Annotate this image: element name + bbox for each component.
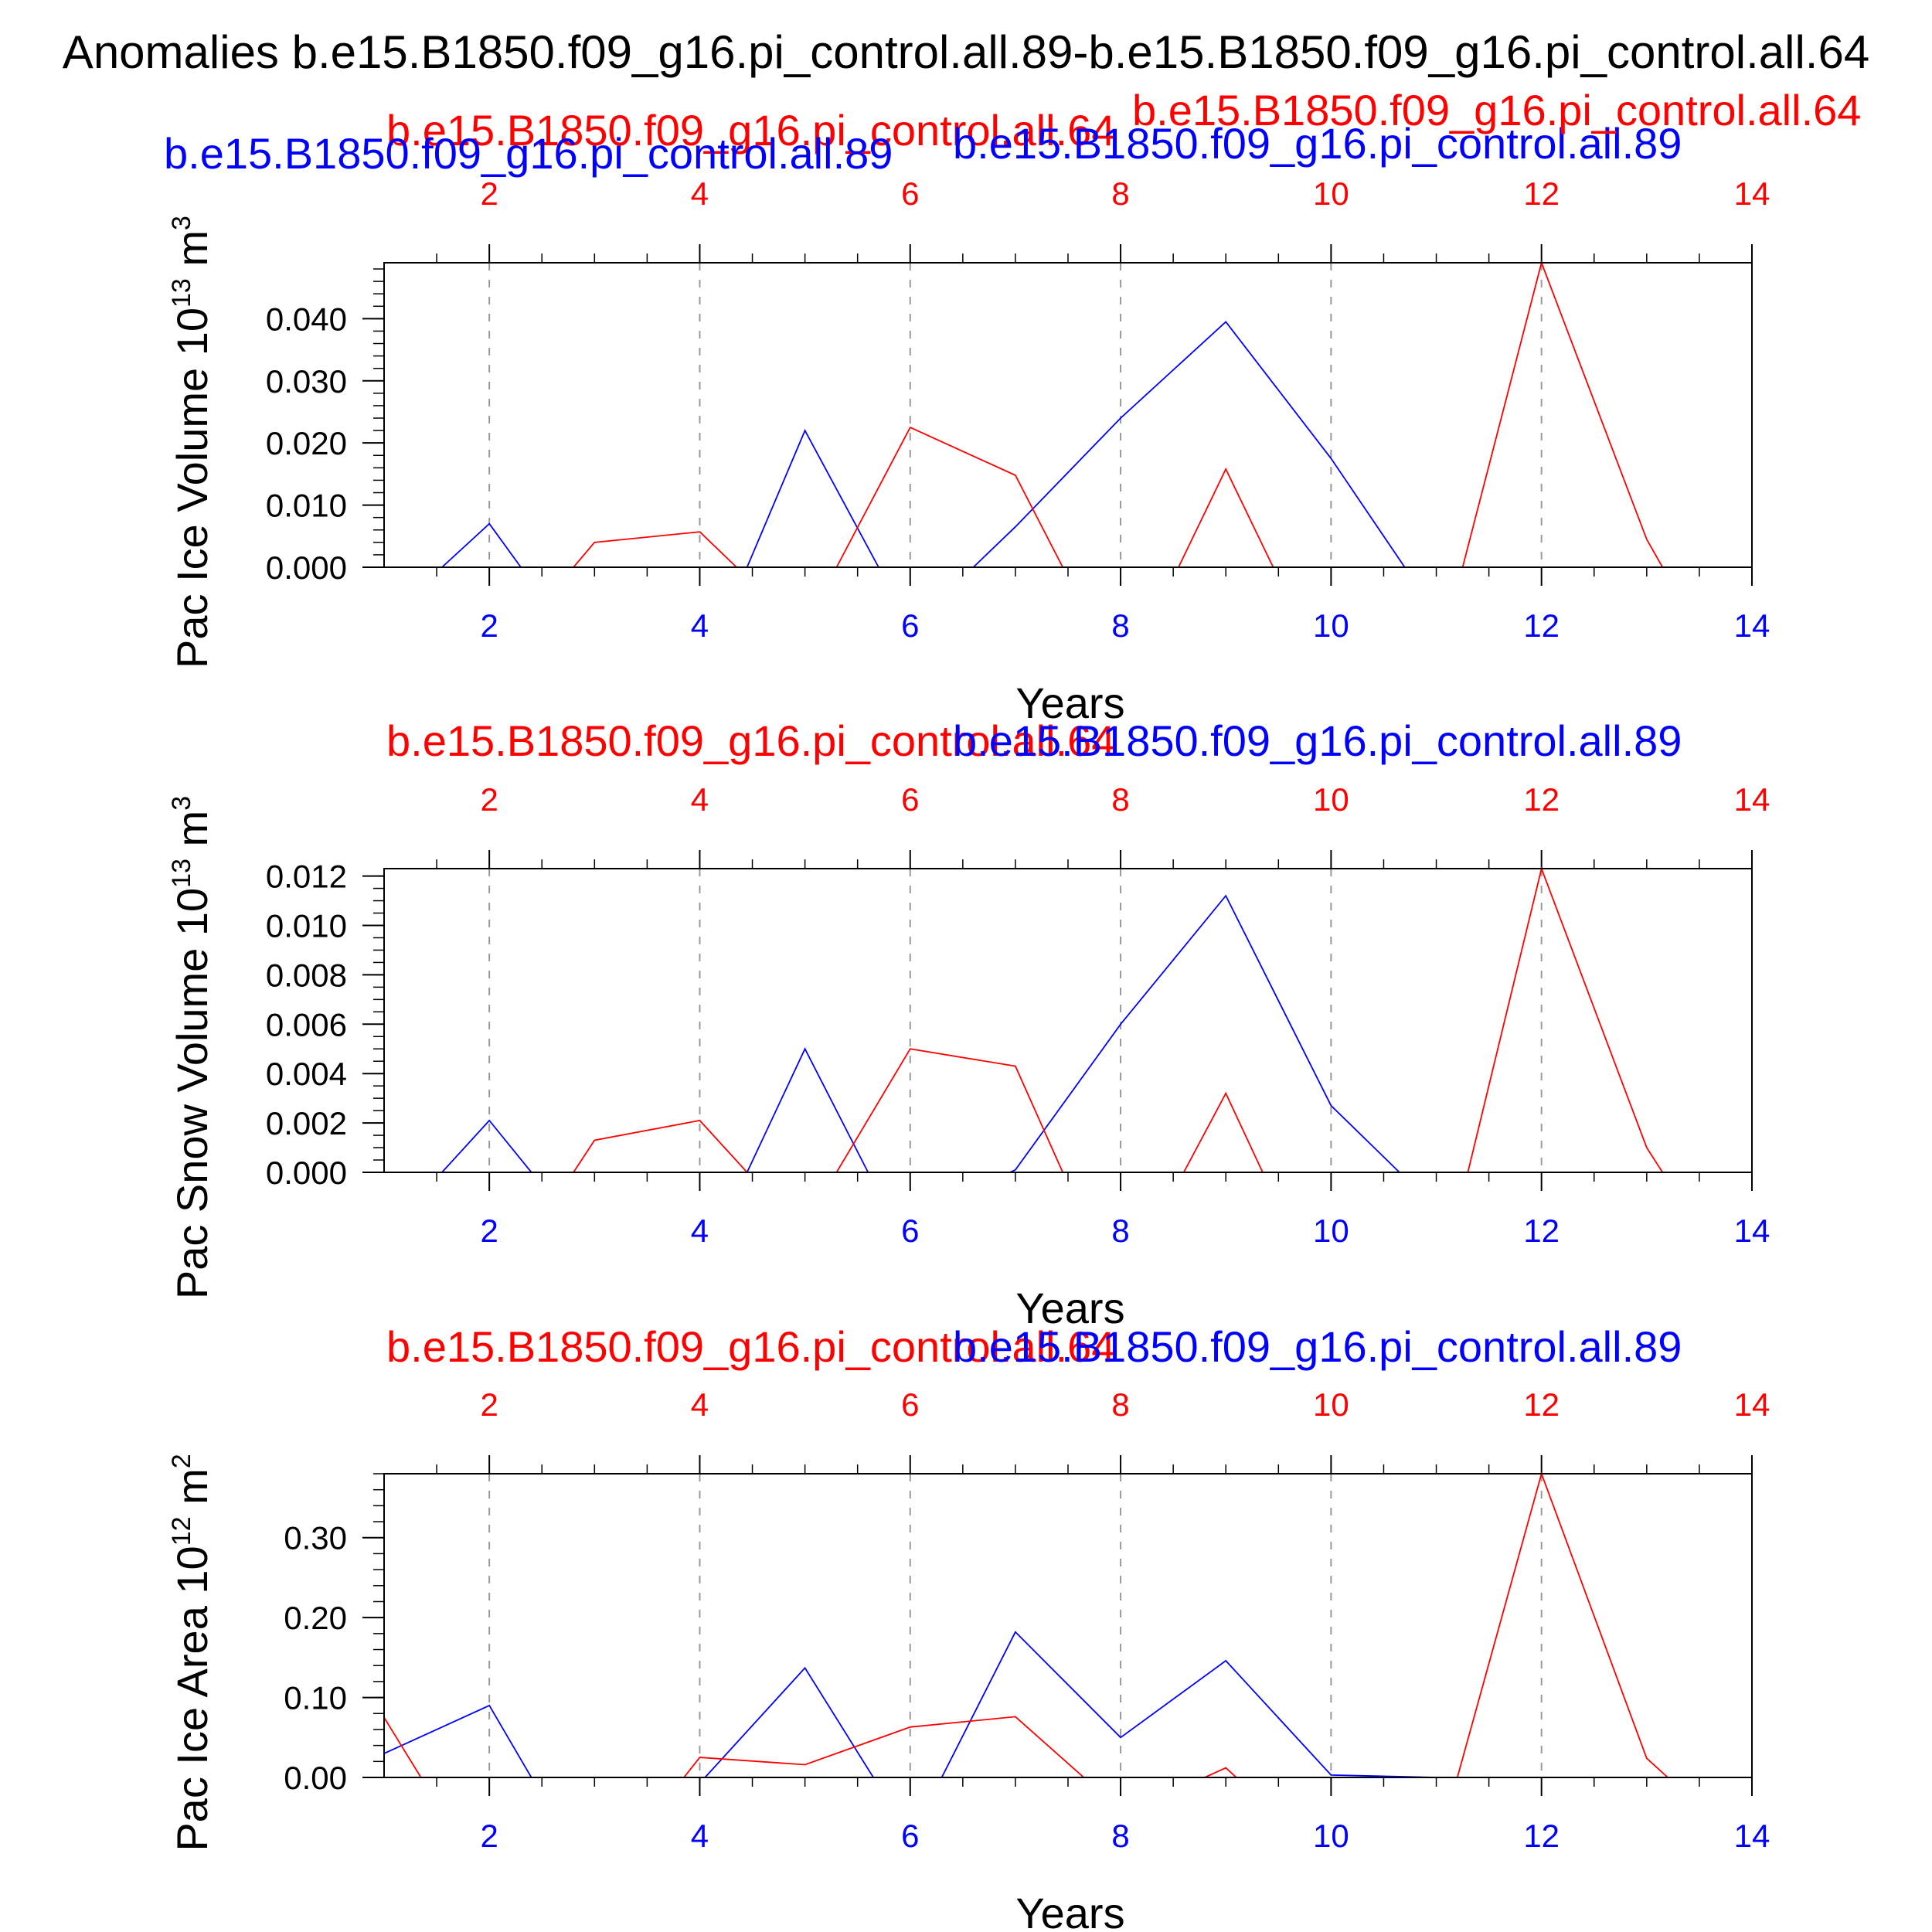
x-axis-label: Years [1015, 1889, 1124, 1932]
y-tick-label: 0.006 [266, 1006, 347, 1043]
x-tick-label-top: 10 [1313, 175, 1349, 212]
chart-panel-2: 0.000 0.002 0.004 0.006 0.008 0.010 0.012 2 2 4 4 6… [167, 716, 1770, 1332]
y-axis-label: Pac Snow Volume 1013 m3 [167, 796, 216, 1299]
plot-frame [383, 262, 1753, 568]
chart-panel-1: 0.000 0.010 0.020 0.030 0.040 2 2 4 4 6 6 8 8 10 10 12 1… [164, 86, 1861, 727]
series-line-1 [383, 1631, 1752, 1778]
x-tick-label-top: 4 [691, 175, 709, 212]
x-tick-label-bottom: 12 [1523, 1213, 1560, 1249]
y-axis-label-unit-exponent: 2 [167, 1454, 196, 1468]
case-label: b.e15.B1850.f09_g16.pi_control.all.89 [953, 716, 1682, 765]
y-axis-label-text: Pac Ice Area 10 [168, 1546, 216, 1851]
x-tick-label-bottom: 12 [1523, 1818, 1560, 1854]
x-axis-label: Years [1015, 679, 1124, 727]
y-axis-label-unit-exponent: 3 [167, 796, 196, 811]
figure-title: Anomalies b.e15.B1850.f09_g16.pi_control… [63, 26, 1869, 78]
chart-panel-3: 0.00 0.10 0.20 0.30 2 2 4 4 6 6 8 8 10 10 12 12 14 14 Year… [167, 1322, 1770, 1932]
case-label: b.e15.B1850.f09_g16.pi_control.all.64 [386, 106, 1115, 155]
x-tick-label-bottom: 14 [1734, 1213, 1770, 1249]
y-axis-label-unit: m [168, 230, 216, 278]
panels: 0.000 0.010 0.020 0.030 0.040 2 2 4 4 6 6 8 8 10 10 12 1… [164, 86, 1861, 1932]
series-line-2 [384, 866, 1752, 1173]
y-tick-label: 0.000 [266, 549, 347, 586]
case-label: b.e15.B1850.f09_g16.pi_control.all.64 [386, 1322, 1115, 1371]
y-tick-label: 0.012 [266, 859, 347, 895]
y-axis-label-exponent: 13 [167, 859, 196, 888]
series-line-1 [384, 894, 1752, 1173]
x-tick-label-bottom: 8 [1111, 1818, 1129, 1854]
y-axis-label-exponent: 13 [167, 278, 196, 308]
x-tick-label-bottom: 10 [1313, 1818, 1349, 1854]
y-tick-label: 0.010 [266, 907, 347, 944]
series-line-2 [384, 260, 1752, 568]
y-tick-label: 0.002 [266, 1105, 347, 1141]
plot-frame [383, 868, 1753, 1173]
x-tick-label-bottom: 14 [1734, 607, 1770, 644]
y-axis-label: Pac Ice Volume 1013 m3 [167, 216, 216, 668]
x-tick-label-top: 8 [1111, 1386, 1129, 1423]
y-axis-label-unit: m [168, 811, 216, 859]
case-label: b.e15.B1850.f09_g16.pi_control.all.89 [953, 1322, 1682, 1371]
y-tick-label: 0.030 [266, 363, 347, 400]
x-tick-label-bottom: 2 [480, 607, 498, 644]
y-tick-label: 0.00 [284, 1760, 347, 1796]
x-tick-label-top: 12 [1523, 1386, 1560, 1423]
x-tick-label-bottom: 4 [691, 607, 709, 644]
y-axis-label: Pac Ice Area 1012 m2 [167, 1454, 216, 1851]
series-line-2 [383, 1471, 1752, 1778]
x-tick-label-top: 4 [691, 781, 709, 818]
y-axis-label-unit: m [168, 1468, 216, 1516]
x-tick-label-top: 12 [1523, 781, 1560, 818]
x-tick-label-bottom: 6 [901, 1213, 919, 1249]
y-tick-label: 0.10 [284, 1680, 347, 1716]
x-tick-label-top: 14 [1734, 175, 1770, 212]
x-tick-label-bottom: 14 [1734, 1818, 1770, 1854]
x-tick-label-bottom: 10 [1313, 607, 1349, 644]
y-tick-label: 0.000 [266, 1155, 347, 1191]
x-axis-label: Years [1015, 1284, 1124, 1332]
x-tick-label-top: 6 [901, 781, 919, 818]
x-tick-label-top: 10 [1313, 781, 1349, 818]
y-axis-label-unit-exponent: 3 [167, 216, 196, 230]
y-tick-label: 0.040 [266, 301, 347, 337]
x-tick-label-top: 6 [901, 175, 919, 212]
x-tick-label-bottom: 6 [901, 607, 919, 644]
x-tick-label-top: 8 [1111, 781, 1129, 818]
x-tick-label-bottom: 6 [901, 1818, 919, 1854]
y-axis-label-text: Pac Snow Volume 10 [168, 888, 216, 1299]
x-tick-label-top: 6 [901, 1386, 919, 1423]
y-axis-label-exponent: 12 [167, 1516, 196, 1546]
case-label: b.e15.B1850.f09_g16.pi_control.all.64 [1132, 86, 1861, 134]
x-tick-label-bottom: 10 [1313, 1213, 1349, 1249]
y-tick-label: 0.20 [284, 1600, 347, 1636]
x-tick-label-bottom: 4 [691, 1818, 709, 1854]
series-line-1 [384, 321, 1752, 568]
x-tick-label-top: 8 [1111, 175, 1129, 212]
x-tick-label-top: 14 [1734, 781, 1770, 818]
case-label: b.e15.B1850.f09_g16.pi_control.all.89 [953, 119, 1682, 168]
y-axis-label-text: Pac Ice Volume 10 [168, 308, 216, 668]
plot-frame [383, 1473, 1753, 1778]
y-tick-label: 0.004 [266, 1056, 347, 1092]
x-tick-label-bottom: 2 [480, 1213, 498, 1249]
x-tick-label-top: 2 [480, 175, 498, 212]
x-tick-label-bottom: 4 [691, 1213, 709, 1249]
x-tick-label-top: 2 [480, 1386, 498, 1423]
x-tick-label-top: 10 [1313, 1386, 1349, 1423]
x-tick-label-bottom: 8 [1111, 1213, 1129, 1249]
x-tick-label-top: 14 [1734, 1386, 1770, 1423]
x-tick-label-top: 4 [691, 1386, 709, 1423]
x-tick-label-bottom: 8 [1111, 607, 1129, 644]
x-tick-label-top: 2 [480, 781, 498, 818]
x-tick-label-bottom: 12 [1523, 607, 1560, 644]
y-tick-label: 0.010 [266, 488, 347, 524]
x-tick-label-top: 12 [1523, 175, 1560, 212]
y-tick-label: 0.30 [284, 1520, 347, 1556]
case-label: b.e15.B1850.f09_g16.pi_control.all.89 [164, 129, 893, 178]
y-tick-label: 0.020 [266, 425, 347, 461]
case-label: b.e15.B1850.f09_g16.pi_control.all.64 [386, 716, 1115, 765]
y-tick-label: 0.008 [266, 957, 347, 993]
x-tick-label-bottom: 2 [480, 1818, 498, 1854]
